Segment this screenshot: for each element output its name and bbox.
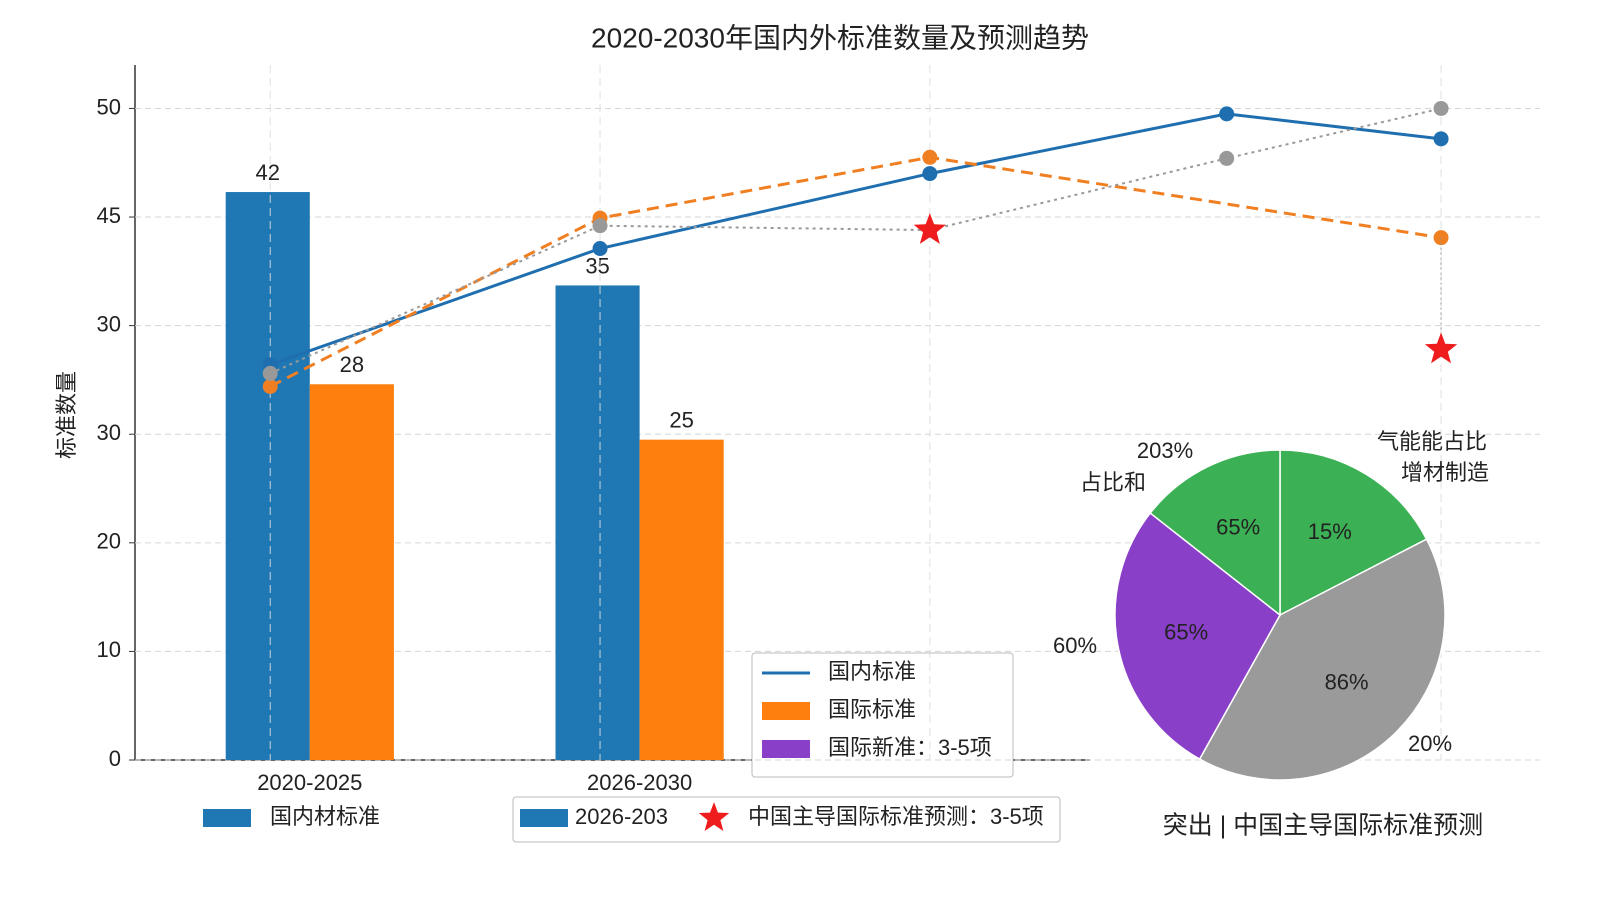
y-axis-label: 标准数量: [54, 371, 79, 459]
y-tick-label: 10: [97, 637, 121, 662]
legend-label: 国内标准: [828, 659, 916, 684]
pie-annotation: 60%: [1053, 633, 1097, 658]
pie-slice: [1279, 449, 1428, 617]
legend-label: 国际标准: [828, 697, 916, 722]
bar: [309, 384, 394, 760]
legend-swatch: [520, 809, 568, 827]
legend-label: 国际新准：3-5项: [828, 735, 992, 760]
pie-slice: [1149, 449, 1281, 617]
line: [269, 107, 1442, 375]
legend-swatch: [698, 802, 730, 831]
pie-title: 突出 | 中国主导国际标准预测: [1163, 812, 1483, 840]
x-tick-label: 2026-2030: [587, 770, 692, 795]
line-point: [592, 218, 608, 234]
pie-annotation: 气能能占比: [1377, 429, 1487, 454]
y-tick-label: 30: [97, 311, 121, 336]
legend-swatch: [762, 740, 810, 758]
bar: [639, 439, 724, 760]
bar-value-label: 28: [340, 352, 364, 377]
pie-slice: [1198, 538, 1446, 781]
chart-title: 2020-2030年国内外标准数量及预测趋势: [591, 22, 1089, 53]
y-tick-label: 30: [97, 420, 121, 445]
line-point: [1219, 150, 1235, 166]
star-marker: [1424, 332, 1458, 364]
legend-label: 中国主导国际标准预测：3-5项: [748, 804, 1044, 829]
legend-label: 国内材标准: [270, 804, 380, 829]
line: [269, 155, 1442, 388]
y-tick-label: 50: [97, 94, 121, 119]
line-point: [1219, 106, 1235, 122]
y-tick-label: 20: [97, 529, 121, 554]
legend-swatch: [203, 809, 251, 827]
x-tick-label: 2020-2025: [257, 770, 362, 795]
bar-value-label: 42: [256, 160, 280, 185]
line-point: [262, 378, 278, 394]
pie-annotation: 占比和: [1080, 470, 1146, 495]
pie-value-label: 15%: [1308, 519, 1352, 544]
legend-label: 2026-203: [575, 804, 668, 829]
star-marker: [913, 213, 947, 244]
pie-value-label: 86%: [1325, 670, 1369, 695]
line-point: [592, 241, 608, 257]
y-tick-label: 0: [109, 746, 121, 771]
bar-value-label: 35: [585, 253, 609, 278]
line-point: [1433, 100, 1449, 116]
legend-box: [751, 652, 1014, 778]
pie-annotation: 增材制造: [1401, 460, 1489, 485]
pie-annotation: 203%: [1137, 438, 1193, 463]
line-point: [262, 365, 278, 381]
pie-value-label: 65%: [1216, 515, 1260, 540]
y-tick-label: 45: [97, 203, 121, 228]
pie-slice: [1114, 511, 1281, 761]
pie-annotation: 20%: [1408, 731, 1452, 756]
line-point: [1433, 131, 1449, 147]
line-point: [922, 149, 938, 165]
line-point: [922, 166, 938, 182]
bar: [555, 285, 640, 760]
legend-swatch: [762, 702, 810, 720]
legend-box: [512, 796, 1061, 843]
pie-value-label: 65%: [1164, 620, 1208, 645]
bar: [225, 192, 310, 760]
line: [269, 112, 1442, 367]
bar-value-label: 25: [669, 407, 693, 432]
